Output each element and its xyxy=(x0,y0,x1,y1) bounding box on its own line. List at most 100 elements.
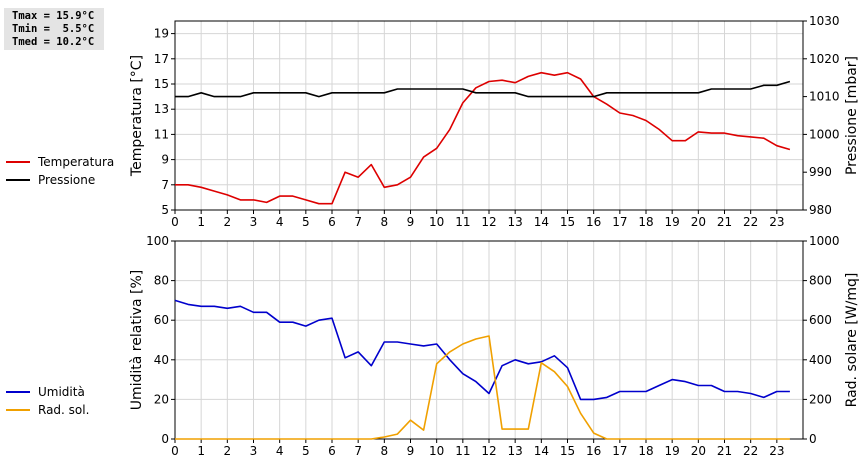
panel2-ytick-label: 20 xyxy=(154,392,169,406)
panel1-xtick-label: 14 xyxy=(534,215,549,229)
panel2-ylabel-right: Rad. solare [W/mq] xyxy=(844,273,860,408)
panel2-xtick-label: 21 xyxy=(717,444,732,458)
legend-pressione: Pressione xyxy=(6,171,95,189)
panel1-ytick-right-label: 990 xyxy=(809,165,832,179)
legend-temperatura-swatch xyxy=(6,161,30,163)
panel1-xtick-label: 17 xyxy=(612,215,627,229)
panel1-xtick-label: 9 xyxy=(407,215,415,229)
panel2-xtick-label: 12 xyxy=(481,444,496,458)
panel2-ytick-label: 40 xyxy=(154,353,169,367)
panel1-xtick-label: 23 xyxy=(769,215,784,229)
stat-tmax: Tmax = 15.9°C xyxy=(12,10,95,22)
panel2-xtick-label: 20 xyxy=(691,444,706,458)
panel1-xtick-label: 3 xyxy=(250,215,258,229)
panel1-xtick-label: 10 xyxy=(429,215,444,229)
temperatura-line xyxy=(175,71,791,205)
panel1-ytick-right-label: 980 xyxy=(809,203,832,217)
panel1-xtick-label: 5 xyxy=(302,215,310,229)
legend-radsol: Rad. sol. xyxy=(6,401,89,419)
panel1-xtick-label: 0 xyxy=(171,215,179,229)
panel2-ytick-right-label: 800 xyxy=(809,274,832,288)
stats-box: Tmax = 15.9°C Tmin = 5.5°C Tmed = 10.2°C xyxy=(4,8,104,50)
panel1-xtick-label: 16 xyxy=(586,215,601,229)
panel2-ytick-label: 60 xyxy=(154,313,169,327)
legend-umidita-label: Umidità xyxy=(38,385,85,399)
panel2-ytick-right-label: 400 xyxy=(809,353,832,367)
panel2-frame xyxy=(174,240,804,440)
panel2-xtick-label: 19 xyxy=(665,444,680,458)
panel1-xtick-label: 19 xyxy=(665,215,680,229)
panel1-ytick-right-label: 1000 xyxy=(809,127,840,141)
panel1-ytick-label: 17 xyxy=(154,52,169,66)
panel1-xtick-label: 18 xyxy=(638,215,653,229)
panel2-ytick-right-label: 0 xyxy=(809,432,817,446)
panel1-ylabel-right: Pressione [mbar] xyxy=(844,56,860,175)
panel2-xtick-label: 4 xyxy=(276,444,284,458)
panel1-ytick-label: 13 xyxy=(154,102,169,116)
panel2-xtick-label: 13 xyxy=(508,444,523,458)
panel1-xtick-label: 22 xyxy=(743,215,758,229)
legend-radsol-swatch xyxy=(6,409,30,411)
legend-pressione-swatch xyxy=(6,179,30,181)
panel2-xtick-label: 18 xyxy=(638,444,653,458)
panel1-xtick-label: 1 xyxy=(197,215,205,229)
panel2-ytick-label: 0 xyxy=(161,432,169,446)
panel1-xtick-label: 11 xyxy=(455,215,470,229)
rad-sol-line xyxy=(175,335,790,440)
panel1-ytick-label: 9 xyxy=(161,153,169,167)
legend-umidita: Umidità xyxy=(6,383,85,401)
stat-tmin: Tmin = 5.5°C xyxy=(12,23,95,35)
panel2-ylabel: Umidità relativa [%] xyxy=(129,270,145,411)
panel1-xtick-label: 4 xyxy=(276,215,284,229)
panel2-xtick-label: 0 xyxy=(171,444,179,458)
panel1-xtick-label: 15 xyxy=(560,215,575,229)
panel1-xtick-label: 20 xyxy=(691,215,706,229)
panel1-ytick-label: 15 xyxy=(154,77,169,91)
umidit-line xyxy=(174,299,790,401)
panel1-ytick-label: 5 xyxy=(161,203,169,217)
panel2-xtick-label: 8 xyxy=(381,444,389,458)
panel1-ytick-right-label: 1020 xyxy=(809,52,840,66)
legend-temperatura: Temperatura xyxy=(6,153,114,171)
panel2-ytick-right-label: 600 xyxy=(809,313,832,327)
panel2-xtick-label: 14 xyxy=(534,444,549,458)
panel2-xtick-label: 10 xyxy=(429,444,444,458)
panel2-ytick-label: 80 xyxy=(154,274,169,288)
panel2-xtick-label: 11 xyxy=(455,444,470,458)
panel1-ytick-label: 19 xyxy=(154,27,169,41)
panel2-ytick-right-label: 1000 xyxy=(809,234,840,248)
pressione-line xyxy=(175,80,791,98)
legend-radsol-label: Rad. sol. xyxy=(38,403,90,417)
panel2-xtick-label: 2 xyxy=(224,444,232,458)
panel1-ylabel: Temperatura [°C] xyxy=(129,55,145,177)
stat-tmed: Tmed = 10.2°C xyxy=(12,36,95,48)
panel1-xtick-label: 6 xyxy=(328,215,336,229)
legend-pressione-label: Pressione xyxy=(38,173,96,187)
legend-umidita-swatch xyxy=(6,391,30,393)
panel2-xtick-label: 1 xyxy=(197,444,205,458)
panel2-xtick-label: 3 xyxy=(250,444,258,458)
panel2-ytick-right-label: 200 xyxy=(809,392,832,406)
panel2-ytick-label: 100 xyxy=(146,234,169,248)
panel2-xtick-label: 23 xyxy=(769,444,784,458)
legend-temperatura-label: Temperatura xyxy=(38,155,115,169)
panel1-ytick-right-label: 1030 xyxy=(809,14,840,28)
panel1-ytick-right-label: 1010 xyxy=(809,90,840,104)
panel1-xtick-label: 12 xyxy=(481,215,496,229)
panel2-xtick-label: 5 xyxy=(302,444,310,458)
panel1-xtick-label: 21 xyxy=(717,215,732,229)
panel1-frame xyxy=(174,20,804,211)
panel1-xtick-label: 2 xyxy=(224,215,232,229)
panel2-xtick-label: 22 xyxy=(743,444,758,458)
panel1-ytick-label: 7 xyxy=(161,178,169,192)
panel1-xtick-label: 8 xyxy=(381,215,389,229)
panel2-xtick-label: 15 xyxy=(560,444,575,458)
panel2-xtick-label: 6 xyxy=(328,444,336,458)
panel2-xtick-label: 7 xyxy=(354,444,362,458)
panel1-xtick-label: 7 xyxy=(354,215,362,229)
panel2-xtick-label: 9 xyxy=(407,444,415,458)
panel2-xtick-label: 16 xyxy=(586,444,601,458)
panel2-xtick-label: 17 xyxy=(612,444,627,458)
panel1-ytick-label: 11 xyxy=(154,127,169,141)
